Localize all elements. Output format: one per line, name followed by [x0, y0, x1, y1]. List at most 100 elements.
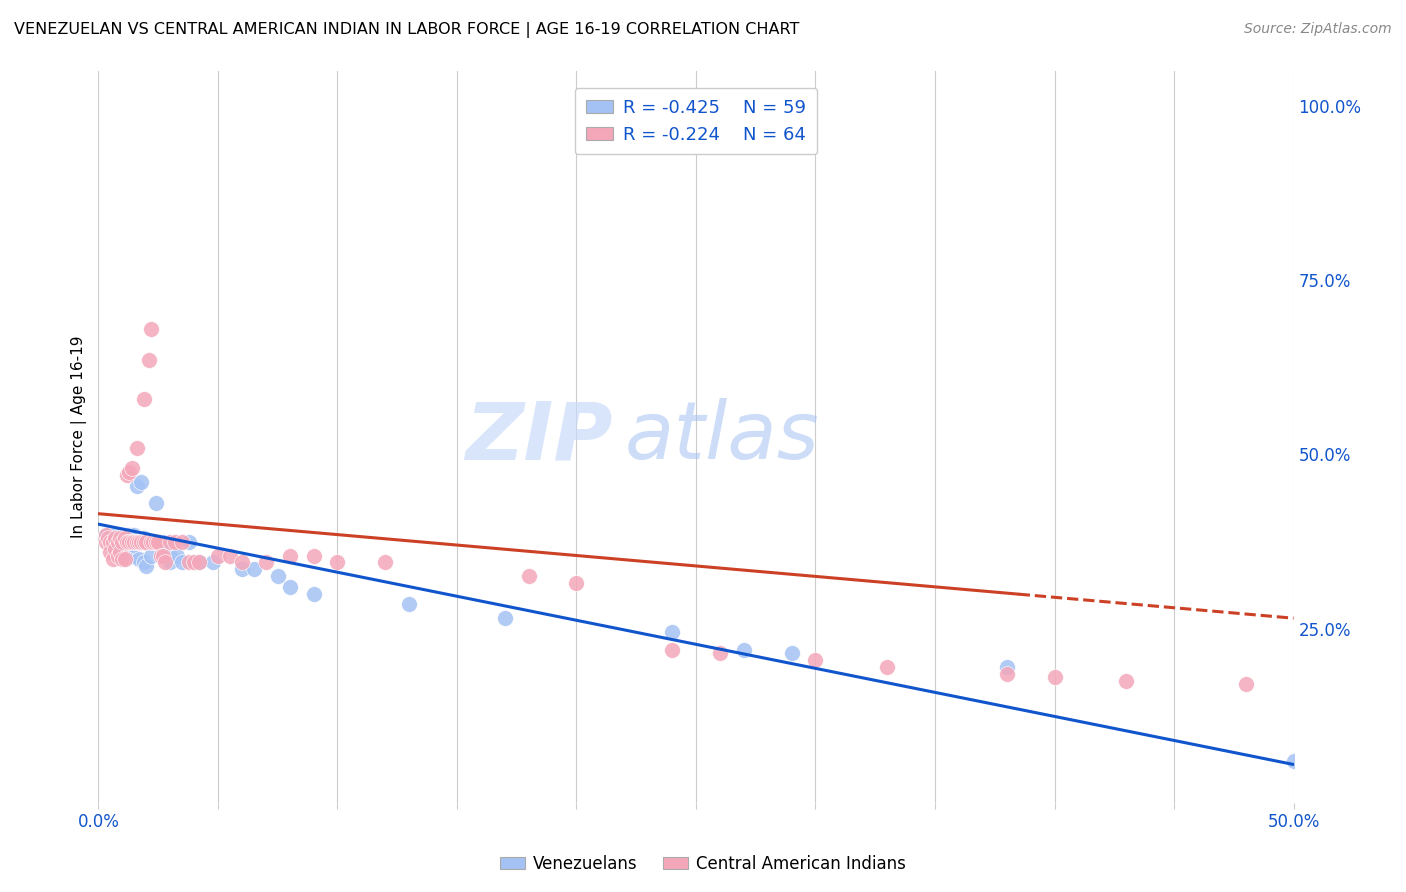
Point [278, 580, 301, 594]
Point [107, 549, 129, 563]
Point [172, 556, 194, 570]
Text: atlas: atlas [624, 398, 820, 476]
Point [302, 587, 325, 601]
Point [115, 531, 138, 545]
Point [995, 660, 1018, 674]
Point [159, 556, 181, 570]
Point [125, 441, 148, 455]
Point [115, 534, 138, 549]
Point [267, 569, 290, 583]
Point [98, 545, 122, 559]
Point [101, 531, 124, 545]
Point [278, 549, 301, 563]
Point [104, 527, 127, 541]
Point [114, 541, 136, 556]
Point [97, 531, 120, 545]
Point [398, 597, 420, 611]
Point [118, 465, 141, 479]
Point [231, 562, 253, 576]
Point [125, 534, 148, 549]
Point [114, 552, 136, 566]
Point [107, 534, 129, 549]
Legend: Venezuelans, Central American Indians: Venezuelans, Central American Indians [494, 848, 912, 880]
Point [111, 531, 134, 545]
Point [108, 531, 131, 545]
Point [98, 527, 122, 541]
Point [138, 353, 160, 368]
Point [804, 653, 827, 667]
Point [494, 611, 516, 625]
Point [172, 534, 194, 549]
Point [374, 556, 396, 570]
Point [124, 527, 146, 541]
Point [128, 552, 150, 566]
Point [131, 475, 153, 490]
Point [98, 534, 122, 549]
Point [108, 527, 131, 541]
Y-axis label: In Labor Force | Age 16-19: In Labor Force | Age 16-19 [72, 335, 87, 539]
Point [243, 562, 266, 576]
Point [132, 534, 155, 549]
Point [207, 549, 229, 563]
Point [118, 534, 141, 549]
Point [107, 531, 129, 545]
Point [114, 531, 136, 545]
Text: ZIP: ZIP [465, 398, 613, 476]
Point [231, 556, 253, 570]
Point [187, 556, 209, 570]
Point [128, 534, 150, 549]
Point [121, 534, 143, 549]
Point [661, 625, 683, 640]
Point [1043, 670, 1066, 684]
Point [111, 534, 134, 549]
Point [131, 534, 153, 549]
Point [97, 531, 120, 545]
Point [135, 558, 157, 573]
Point [166, 549, 188, 563]
Point [1234, 677, 1257, 691]
Point [876, 660, 898, 674]
Point [121, 549, 143, 563]
Point [94, 527, 117, 541]
Point [142, 534, 165, 549]
Point [108, 534, 131, 549]
Point [202, 556, 225, 570]
Point [302, 549, 325, 563]
Point [1115, 673, 1137, 688]
Point [155, 556, 177, 570]
Point [159, 534, 181, 549]
Point [94, 534, 117, 549]
Point [148, 534, 170, 549]
Point [114, 527, 136, 541]
Point [115, 534, 138, 549]
Point [101, 538, 124, 552]
Point [131, 534, 153, 549]
Point [121, 461, 143, 475]
Point [709, 646, 731, 660]
Point [107, 534, 129, 549]
Point [94, 527, 117, 541]
Point [152, 534, 174, 549]
Point [163, 534, 186, 549]
Point [132, 531, 155, 545]
Point [118, 527, 141, 541]
Point [111, 538, 134, 552]
Point [111, 552, 134, 566]
Point [104, 531, 127, 545]
Point [139, 322, 162, 336]
Point [152, 549, 174, 563]
Point [517, 569, 540, 583]
Point [124, 538, 146, 552]
Point [183, 556, 205, 570]
Point [132, 556, 155, 570]
Point [101, 534, 124, 549]
Point [132, 392, 155, 406]
Point [733, 642, 755, 657]
Point [138, 534, 160, 549]
Point [149, 549, 172, 563]
Point [780, 646, 803, 660]
Point [118, 538, 141, 552]
Point [326, 556, 349, 570]
Point [108, 545, 131, 559]
Point [565, 576, 588, 591]
